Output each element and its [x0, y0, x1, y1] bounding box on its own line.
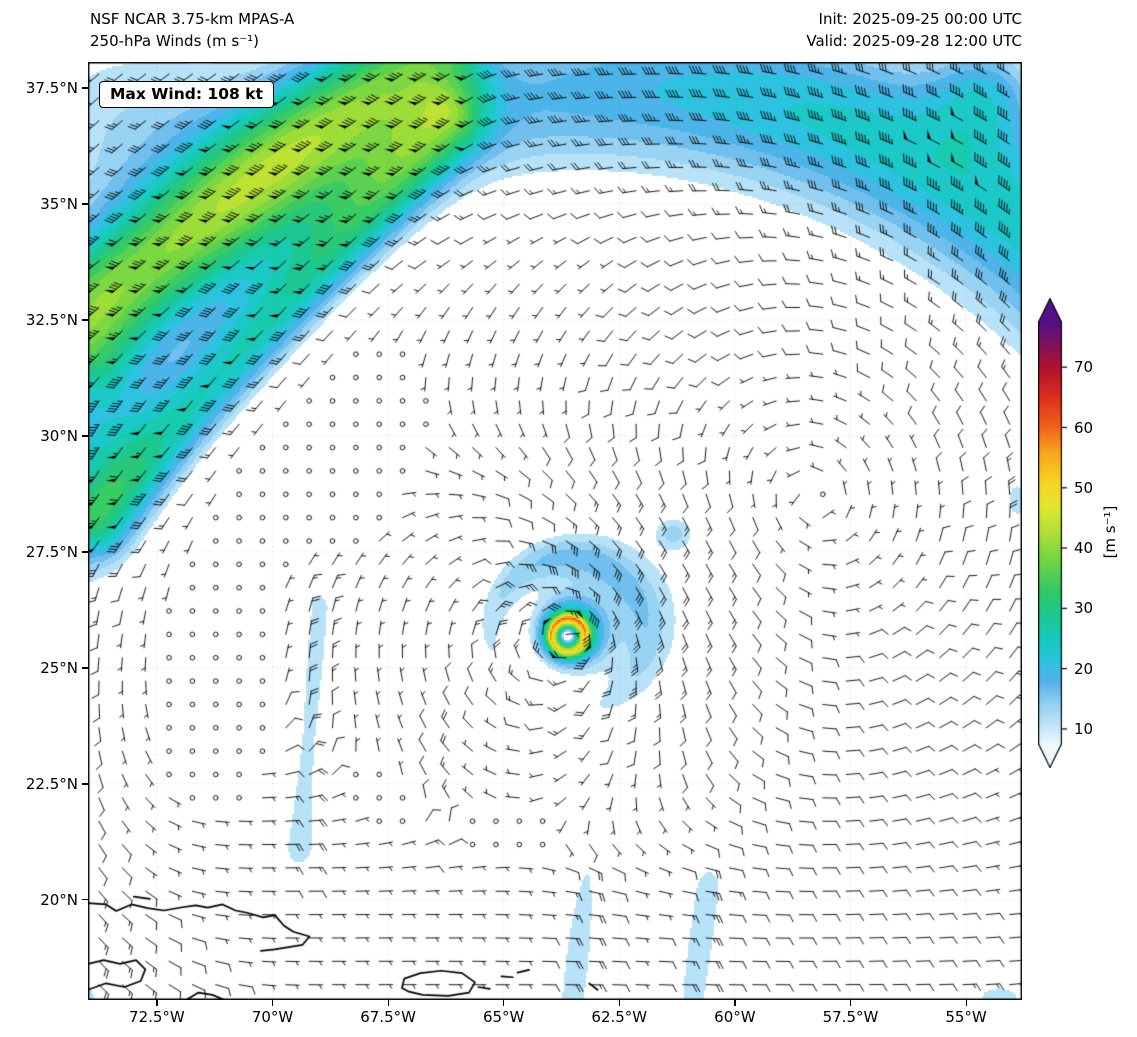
x-tick-mark — [387, 1000, 389, 1006]
colorbar-tick-label: 40 — [1074, 539, 1094, 558]
colorbar-tick-label: 30 — [1074, 599, 1094, 618]
run-times: Init: 2025-09-25 00:00 UTC Valid: 2025-0… — [806, 8, 1022, 52]
y-tick-mark — [82, 87, 88, 89]
y-tick-mark — [82, 203, 88, 205]
plot-title: NSF NCAR 3.75-km MPAS-A 250-hPa Winds (m… — [90, 8, 294, 52]
colorbar-tick-label: 70 — [1074, 358, 1094, 377]
y-tick-mark — [82, 783, 88, 785]
map-panel: Max Wind: 108 kt — [88, 62, 1022, 1000]
y-tick-label: 32.5°N — [25, 310, 78, 329]
x-tick-mark — [965, 1000, 967, 1006]
colorbar — [1038, 298, 1068, 768]
x-tick-mark — [849, 1000, 852, 1006]
x-tick-label: 62.5°W — [591, 1008, 648, 1026]
y-tick-label: 27.5°N — [25, 542, 78, 561]
y-tick-label: 37.5°N — [25, 78, 78, 97]
x-tick-label: 65°W — [482, 1008, 525, 1026]
colorbar-label: [m s⁻¹] — [1101, 505, 1119, 559]
wind-map-canvas — [88, 62, 1022, 1000]
colorbar-tick-label: 50 — [1074, 478, 1094, 497]
x-tick-mark — [271, 1000, 274, 1006]
max-wind-badge: Max Wind: 108 kt — [99, 81, 274, 108]
x-tick-label: 70°W — [251, 1008, 294, 1026]
colorbar-tick-label: 60 — [1074, 418, 1094, 437]
y-tick-mark — [82, 319, 88, 321]
x-tick-label: 60°W — [714, 1008, 756, 1026]
plot-title-line1: NSF NCAR 3.75-km MPAS-A — [90, 10, 295, 28]
x-tick-mark — [618, 1000, 620, 1006]
y-tick-mark — [82, 667, 88, 669]
y-tick-label: 25°N — [40, 658, 78, 677]
init-time: Init: 2025-09-25 00:00 UTC — [818, 10, 1022, 28]
x-tick-label: 67.5°W — [360, 1008, 416, 1026]
x-tick-label: 72.5°W — [129, 1008, 185, 1026]
x-tick-mark — [156, 1000, 158, 1006]
colorbar-tick-label: 20 — [1074, 659, 1094, 678]
valid-time: Valid: 2025-09-28 12:00 UTC — [806, 32, 1022, 50]
y-tick-mark — [82, 899, 88, 901]
colorbar-tick-label: 10 — [1074, 719, 1094, 738]
y-tick-label: 35°N — [40, 194, 78, 213]
plot-title-line2: 250-hPa Winds (m s⁻¹) — [90, 32, 259, 50]
y-tick-label: 30°N — [40, 426, 78, 445]
x-tick-label: 57.5°W — [822, 1008, 879, 1026]
y-tick-mark — [82, 551, 88, 553]
y-tick-label: 22.5°N — [25, 774, 78, 793]
y-tick-mark — [82, 435, 88, 437]
x-tick-mark — [503, 1000, 505, 1006]
x-tick-label: 55°W — [945, 1008, 987, 1026]
x-tick-mark — [734, 1000, 736, 1006]
y-tick-label: 20°N — [40, 890, 78, 909]
